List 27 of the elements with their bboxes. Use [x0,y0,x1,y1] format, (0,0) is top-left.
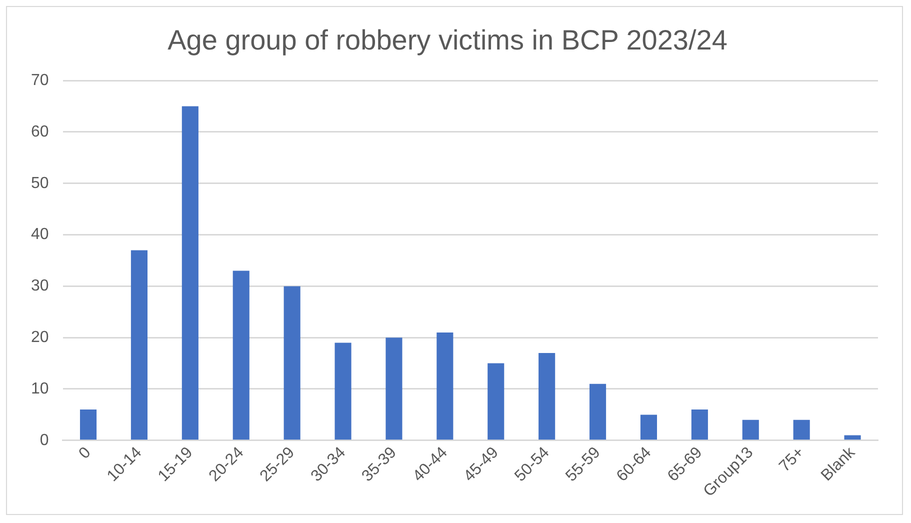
bar [589,384,606,440]
bar [640,414,658,440]
x-tick-label: 75+ [776,444,808,476]
y-tick-label: 10 [31,380,49,398]
bar [182,106,198,440]
bar [386,338,402,440]
bar [538,353,556,440]
y-tick-label: 50 [31,174,49,192]
y-tick-label: 40 [31,226,49,244]
bar [844,435,861,440]
y-tick-label: 60 [31,123,49,140]
bar [793,420,810,440]
bar [130,250,148,440]
y-tick-label: 0 [40,432,49,449]
y-tick-label: 30 [31,278,49,295]
bar [488,363,504,440]
bar [80,410,97,440]
bar [436,332,454,440]
bar [691,410,708,440]
chart-title: Age group of robbery victims in BCP 2023/24 [168,24,728,56]
y-tick-label: 20 [31,329,49,346]
bar [284,286,300,440]
bar [232,270,250,440]
bar [742,420,759,440]
x-tick-label: 0 [76,444,94,462]
y-tick-label: 70 [31,72,49,90]
bar [334,342,352,440]
